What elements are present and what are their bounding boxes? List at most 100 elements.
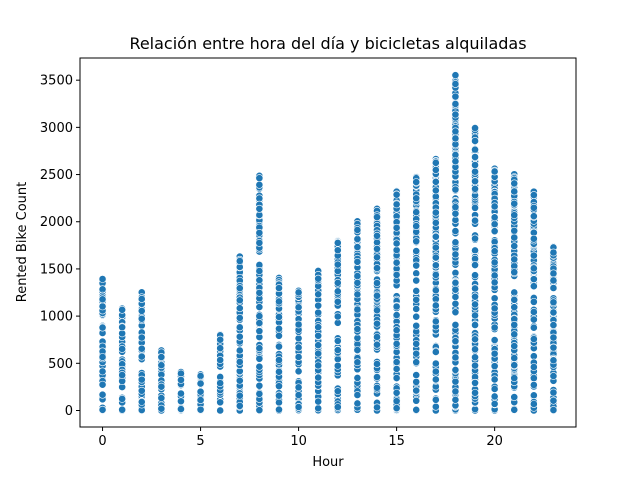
data-point xyxy=(333,312,342,321)
data-point xyxy=(510,354,519,362)
data-point xyxy=(431,367,440,376)
data-point xyxy=(451,92,460,101)
data-point xyxy=(510,187,519,196)
data-point xyxy=(196,379,205,388)
data-point xyxy=(471,353,479,362)
data-point xyxy=(235,304,244,313)
data-point xyxy=(529,381,538,389)
data-point xyxy=(314,331,323,340)
data-point xyxy=(235,391,244,400)
data-point xyxy=(451,185,460,194)
data-point xyxy=(490,349,499,358)
x-tick-label: 10 xyxy=(290,434,307,449)
y-tick-label: 2500 xyxy=(40,168,73,183)
data-point xyxy=(333,387,342,396)
data-point xyxy=(412,339,421,348)
data-point xyxy=(412,276,421,285)
data-point xyxy=(373,403,381,412)
data-point xyxy=(275,398,283,407)
data-point xyxy=(471,124,479,132)
data-point xyxy=(333,361,342,370)
data-point xyxy=(137,333,146,342)
data-point xyxy=(451,238,460,247)
data-point xyxy=(294,353,303,361)
data-point xyxy=(255,344,264,353)
data-point xyxy=(510,268,519,277)
data-point xyxy=(137,375,146,384)
data-point xyxy=(510,242,519,250)
data-point xyxy=(431,261,440,270)
data-point xyxy=(451,365,460,374)
data-point xyxy=(431,243,440,252)
data-point xyxy=(490,392,499,401)
data-point xyxy=(118,405,127,414)
data-point xyxy=(471,246,479,255)
data-point xyxy=(314,274,323,283)
data-point xyxy=(510,226,519,235)
data-point xyxy=(549,284,558,292)
data-point xyxy=(353,226,362,234)
data-point xyxy=(98,323,107,332)
data-point xyxy=(412,208,421,217)
data-points xyxy=(98,70,558,415)
data-point xyxy=(373,238,381,247)
data-point xyxy=(353,374,362,382)
data-point xyxy=(412,396,421,405)
data-point xyxy=(412,386,421,395)
data-point xyxy=(373,360,381,368)
data-point xyxy=(510,330,519,339)
data-point xyxy=(471,234,479,243)
y-tick-label: 1000 xyxy=(40,310,73,325)
data-point xyxy=(392,239,401,248)
data-point xyxy=(392,404,401,413)
x-tick-label: 15 xyxy=(388,434,405,449)
data-point xyxy=(549,356,558,365)
data-point xyxy=(431,232,440,241)
data-point xyxy=(510,303,519,312)
data-point xyxy=(490,362,499,371)
data-point xyxy=(490,167,499,176)
data-point xyxy=(471,292,479,301)
data-point xyxy=(431,395,440,404)
data-point xyxy=(471,161,479,169)
data-point xyxy=(275,297,283,306)
data-point xyxy=(490,375,499,384)
plot-frame xyxy=(79,57,577,428)
data-point xyxy=(373,306,381,315)
data-point xyxy=(118,371,127,379)
data-point xyxy=(98,275,107,283)
data-point xyxy=(177,376,185,384)
data-point xyxy=(353,243,362,251)
data-point xyxy=(549,269,558,278)
data-point xyxy=(235,376,244,385)
data-point xyxy=(471,311,479,320)
data-point xyxy=(510,199,519,208)
data-point xyxy=(275,391,283,400)
data-point xyxy=(118,323,127,332)
data-point xyxy=(275,367,283,376)
data-point xyxy=(529,264,538,273)
data-point xyxy=(353,272,362,280)
data-point xyxy=(529,275,538,284)
data-point xyxy=(235,284,244,293)
data-point xyxy=(549,396,558,405)
data-point xyxy=(392,374,401,382)
data-point xyxy=(431,301,440,310)
data-point xyxy=(549,343,558,352)
data-point xyxy=(314,373,323,382)
data-point xyxy=(216,335,225,344)
y-axis: 0 500 1000 1500 2000 2500 3000 3500 xyxy=(40,74,80,419)
data-point xyxy=(235,296,244,305)
data-point xyxy=(255,238,264,247)
data-point xyxy=(314,397,323,406)
data-point xyxy=(471,167,479,176)
data-point xyxy=(392,258,401,267)
data-point xyxy=(471,284,479,293)
chart-title: Relación entre hora del día y bicicletas… xyxy=(129,34,526,53)
data-point xyxy=(137,386,146,395)
data-point xyxy=(510,233,519,242)
data-point xyxy=(451,227,460,235)
data-point xyxy=(255,267,264,275)
data-point xyxy=(451,71,460,80)
data-point xyxy=(490,323,499,332)
